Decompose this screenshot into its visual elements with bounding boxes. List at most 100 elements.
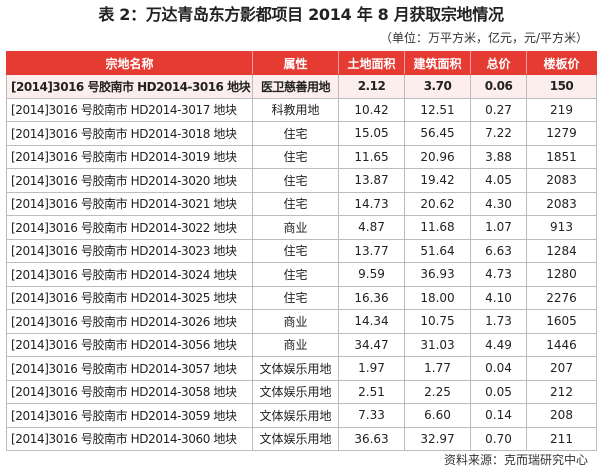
- cell-floor-price: 913: [526, 215, 597, 240]
- cell-floor-price: 1280: [526, 262, 597, 287]
- table-header-row: 宗地名称 属性 土地面积 建筑面积 总价 楼板价: [6, 51, 597, 75]
- cell-floor-price: 2276: [526, 285, 597, 310]
- cell-type: 文体娱乐用地: [252, 356, 339, 381]
- cell-floor-area: 20.62: [404, 191, 471, 216]
- cell-type: 文体娱乐用地: [252, 403, 339, 428]
- cell-floor-area: 20.96: [404, 144, 471, 169]
- cell-floor-price: 2083: [526, 168, 597, 193]
- cell-type: 住宅: [252, 144, 339, 169]
- cell-floor-price: 212: [526, 379, 597, 404]
- cell-land-area: 9.59: [338, 262, 405, 287]
- cell-land-area: 7.33: [338, 403, 405, 428]
- cell-land-area: 10.42: [338, 97, 405, 122]
- cell-land-area: 1.97: [338, 356, 405, 381]
- table-row: [2014]3016 号胶南市 HD2014-3020 地块 住宅 13.87 19.…: [6, 168, 597, 193]
- cell-total-price: 0.70: [470, 426, 527, 451]
- cell-floor-area: 18.00: [404, 285, 471, 310]
- table-row: [2014]3016 号胶南市 HD2014-3021 地块 住宅 14.73 20.…: [6, 191, 597, 216]
- cell-floor-area: 11.68: [404, 215, 471, 240]
- cell-name: [2014]3016 号胶南市 HD2014-3023 地块: [6, 238, 253, 263]
- cell-type: 住宅: [252, 238, 339, 263]
- cell-total-price: 3.88: [470, 144, 527, 169]
- table-row: [2014]3016 号胶南市 HD2014-3017 地块 科教用地 10.42 1…: [6, 97, 597, 122]
- cell-floor-area: 19.42: [404, 168, 471, 193]
- cell-type: 住宅: [252, 168, 339, 193]
- cell-type: 文体娱乐用地: [252, 426, 339, 451]
- cell-floor-area: 51.64: [404, 238, 471, 263]
- cell-floor-price: 1279: [526, 121, 597, 146]
- cell-name: [2014]3016 号胶南市 HD2014-3026 地块: [6, 309, 253, 334]
- cell-type: 医卫慈善用地: [252, 74, 339, 99]
- cell-floor-area: 10.75: [404, 309, 471, 334]
- cell-floor-area: 2.25: [404, 379, 471, 404]
- cell-type: 文体娱乐用地: [252, 379, 339, 404]
- cell-name: [2014]3016 号胶南市 HD2014-3057 地块: [6, 356, 253, 381]
- cell-total-price: 1.73: [470, 309, 527, 334]
- cell-floor-area: 31.03: [404, 332, 471, 357]
- table-body: [2014]3016 号胶南市 HD2014-3016 地块 医卫慈善用地 2.12…: [6, 74, 597, 451]
- cell-floor-price: 2083: [526, 191, 597, 216]
- cell-floor-area: 32.97: [404, 426, 471, 451]
- table-title: 表 2：万达青岛东方影都项目 2014 年 8 月获取宗地情况: [98, 5, 504, 24]
- cell-type: 住宅: [252, 121, 339, 146]
- cell-name: [2014]3016 号胶南市 HD2014-3059 地块: [6, 403, 253, 428]
- col-header-total-price: 总价: [470, 51, 527, 75]
- cell-floor-price: 211: [526, 426, 597, 451]
- cell-type: 住宅: [252, 262, 339, 287]
- table-row: [2014]3016 号胶南市 HD2014-3060 地块 文体娱乐用地 36.6…: [6, 426, 597, 451]
- table-row: [2014]3016 号胶南市 HD2014-3025 地块 住宅 16.36 18.…: [6, 285, 597, 310]
- cell-total-price: 7.22: [470, 121, 527, 146]
- col-header-floor-area: 建筑面积: [404, 51, 471, 75]
- cell-name: [2014]3016 号胶南市 HD2014-3020 地块: [6, 168, 253, 193]
- cell-type: 商业: [252, 215, 339, 240]
- table-row: [2014]3016 号胶南市 HD2014-3022 地块 商业 4.87 11.6…: [6, 215, 597, 240]
- cell-name: [2014]3016 号胶南市 HD2014-3025 地块: [6, 285, 253, 310]
- unit-note: （单位：万平方米，亿元，元/平方米）: [379, 31, 588, 45]
- cell-total-price: 0.06: [470, 74, 527, 99]
- cell-floor-price: 219: [526, 97, 597, 122]
- cell-land-area: 4.87: [338, 215, 405, 240]
- cell-floor-area: 6.60: [404, 403, 471, 428]
- cell-name: [2014]3016 号胶南市 HD2014-3058 地块: [6, 379, 253, 404]
- table-row: [2014]3016 号胶南市 HD2014-3026 地块 商业 14.34 10.…: [6, 309, 597, 334]
- cell-name: [2014]3016 号胶南市 HD2014-3022 地块: [6, 215, 253, 240]
- cell-type: 科教用地: [252, 97, 339, 122]
- cell-type: 商业: [252, 309, 339, 334]
- cell-total-price: 1.07: [470, 215, 527, 240]
- cell-total-price: 0.04: [470, 356, 527, 381]
- cell-land-area: 2.51: [338, 379, 405, 404]
- cell-name: [2014]3016 号胶南市 HD2014-3024 地块: [6, 262, 253, 287]
- cell-type: 住宅: [252, 191, 339, 216]
- cell-land-area: 15.05: [338, 121, 405, 146]
- land-parcel-table: 宗地名称 属性 土地面积 建筑面积 总价 楼板价 [2014]3016 号胶南市…: [6, 51, 597, 451]
- cell-total-price: 4.73: [470, 262, 527, 287]
- cell-type: 商业: [252, 332, 339, 357]
- table-row: [2014]3016 号胶南市 HD2014-3058 地块 文体娱乐用地 2.51…: [6, 379, 597, 404]
- cell-floor-price: 208: [526, 403, 597, 428]
- cell-floor-price: 1284: [526, 238, 597, 263]
- cell-floor-price: 207: [526, 356, 597, 381]
- cell-total-price: 0.27: [470, 97, 527, 122]
- table-row: [2014]3016 号胶南市 HD2014-3018 地块 住宅 15.05 56.…: [6, 121, 597, 146]
- cell-land-area: 14.34: [338, 309, 405, 334]
- cell-name: [2014]3016 号胶南市 HD2014-3017 地块: [6, 97, 253, 122]
- cell-land-area: 11.65: [338, 144, 405, 169]
- cell-land-area: 2.12: [338, 74, 405, 99]
- table-row: [2014]3016 号胶南市 HD2014-3056 地块 商业 34.47 31.…: [6, 332, 597, 357]
- col-header-land-area: 土地面积: [338, 51, 405, 75]
- table-row: [2014]3016 号胶南市 HD2014-3024 地块 住宅 9.59 36.9…: [6, 262, 597, 287]
- cell-name: [2014]3016 号胶南市 HD2014-3056 地块: [6, 332, 253, 357]
- cell-floor-area: 3.70: [404, 74, 471, 99]
- cell-total-price: 4.30: [470, 191, 527, 216]
- cell-land-area: 16.36: [338, 285, 405, 310]
- cell-floor-area: 1.77: [404, 356, 471, 381]
- col-header-name: 宗地名称: [6, 51, 253, 75]
- cell-land-area: 34.47: [338, 332, 405, 357]
- cell-total-price: 4.49: [470, 332, 527, 357]
- cell-floor-area: 12.51: [404, 97, 471, 122]
- table-row: [2014]3016 号胶南市 HD2014-3016 地块 医卫慈善用地 2.12…: [6, 74, 597, 99]
- cell-type: 住宅: [252, 285, 339, 310]
- cell-land-area: 13.77: [338, 238, 405, 263]
- cell-land-area: 14.73: [338, 191, 405, 216]
- cell-total-price: 4.05: [470, 168, 527, 193]
